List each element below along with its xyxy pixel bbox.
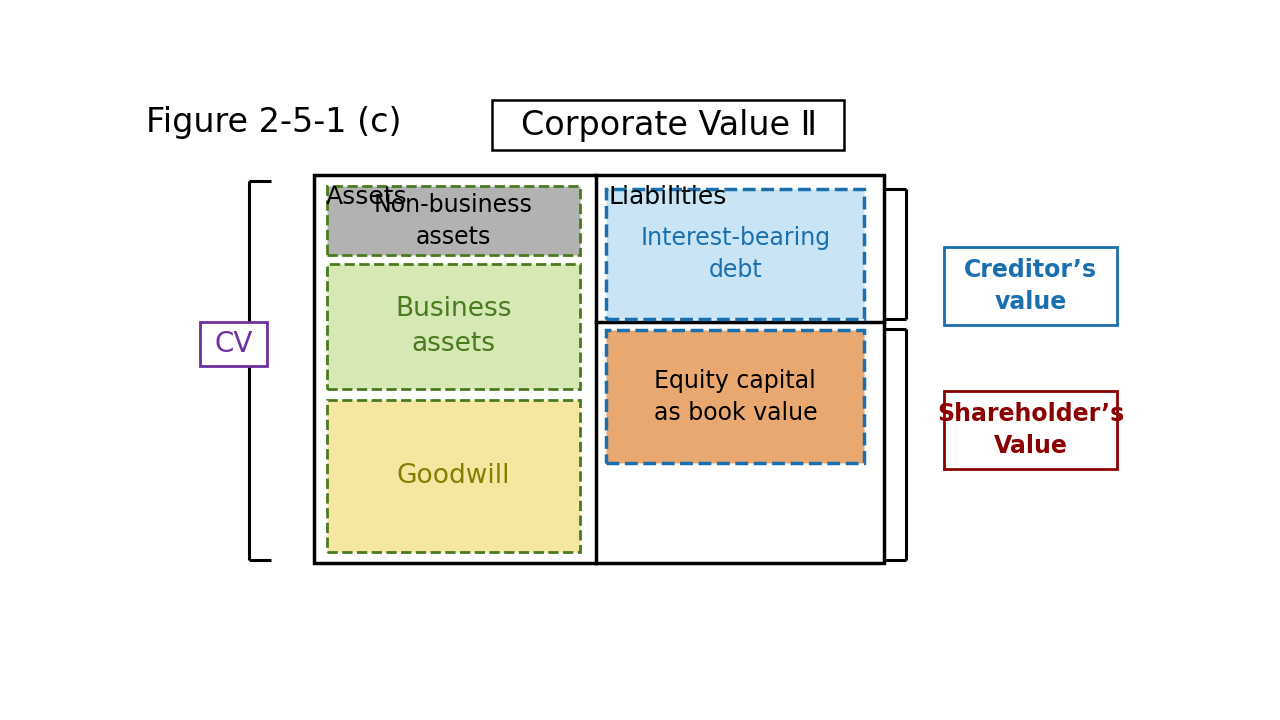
Bar (314, 175, 884, 563)
Bar (943, 247, 1117, 325)
Text: Figure 2-5-1 (c): Figure 2-5-1 (c) (146, 106, 402, 139)
Bar (493, 100, 845, 150)
Text: Interest-bearing
debt: Interest-bearing debt (640, 226, 831, 282)
Text: CV: CV (214, 330, 252, 358)
Text: Creditor’s
value: Creditor’s value (964, 258, 1097, 314)
Text: Non-business
assets: Non-business assets (374, 192, 532, 249)
Text: Equity capital
as book value: Equity capital as book value (654, 369, 817, 425)
Text: Assets: Assets (325, 185, 407, 209)
Text: Liabilities: Liabilities (608, 185, 727, 209)
Text: Corporate Value Ⅱ: Corporate Value Ⅱ (521, 109, 817, 142)
Bar (326, 264, 580, 389)
Bar (326, 186, 580, 256)
Bar (607, 330, 864, 464)
Bar (943, 391, 1117, 469)
Bar (607, 189, 864, 319)
Text: Goodwill: Goodwill (397, 463, 509, 489)
Bar (200, 322, 268, 366)
Bar (326, 400, 580, 552)
Text: Business
assets: Business assets (396, 296, 512, 356)
Text: Shareholder’s
Value: Shareholder’s Value (937, 402, 1124, 459)
